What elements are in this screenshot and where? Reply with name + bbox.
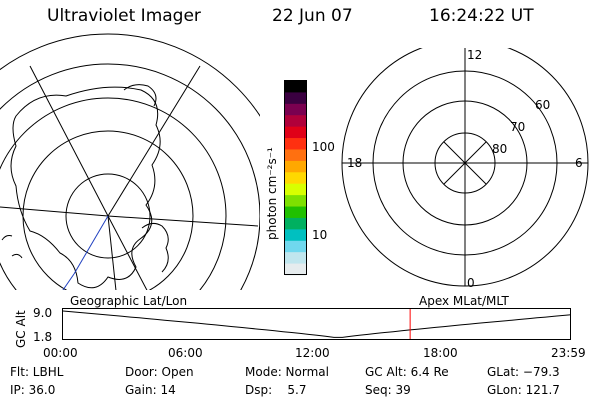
lat-circle [22, 130, 194, 290]
date-label: 22 Jun 07 [272, 6, 353, 26]
mlat-label-60: 60 [535, 98, 551, 112]
dsp-status: Dsp: 5.7 [245, 383, 307, 397]
colorbar-cell [285, 195, 306, 208]
mlat-label-70: 70 [510, 120, 526, 134]
time-label: 16:24:22 UT [429, 6, 534, 26]
altitude-curve [62, 310, 572, 338]
meridian-line [107, 65, 201, 217]
ip-status: IP: 36.0 [10, 383, 56, 397]
geo-map-caption: Geographic Lat/Lon [70, 294, 188, 308]
colorbar-cell [285, 103, 306, 116]
colorbar-cell [285, 115, 306, 128]
colorbar-cell [285, 206, 306, 219]
colorbar-cell [285, 138, 306, 150]
sequence-status: Seq: 39 [365, 383, 411, 397]
lat-circle-outer [0, 33, 260, 117]
colorbar-cell [285, 252, 306, 265]
colorbar-cell [285, 81, 306, 93]
glat-status: GLat: −79.3 [487, 365, 560, 379]
time-tick-1800: 18:00 [423, 346, 458, 360]
time-tick-1200: 12:00 [295, 346, 330, 360]
instrument-title: Ultraviolet Imager [47, 6, 201, 26]
colorbar-cell [285, 240, 306, 253]
filter-status: Flt: LBHL [10, 365, 64, 379]
mode-status: Mode: Normal [245, 365, 329, 379]
lat-circle [0, 97, 227, 290]
meridian-line [107, 215, 117, 290]
door-status: Door: Open [125, 365, 194, 379]
gain-status: Gain: 14 [125, 383, 176, 397]
time-tick-0600: 06:00 [168, 346, 203, 360]
mlt-label-6: 6 [575, 156, 583, 170]
polar-plot-caption: Apex MLat/MLT [419, 294, 509, 308]
mlt-label-0: 0 [467, 276, 475, 290]
intensity-colorbar [284, 80, 307, 276]
time-tick-2359: 23:59 [551, 346, 586, 360]
satellite-ground-track [62, 273, 75, 290]
coastline-outline [10, 86, 161, 289]
satellite-ground-track [73, 215, 109, 275]
meridian-line [29, 65, 109, 217]
altitude-tick-low: 1.8 [33, 330, 53, 344]
lat-circle [0, 63, 260, 290]
colorbar-tick-10: 10 [312, 228, 328, 242]
colorbar-cell [285, 217, 306, 230]
meridian-line [107, 215, 259, 227]
coastline-outline [1, 235, 23, 259]
colorbar-cell [285, 92, 306, 105]
colorbar-cell [285, 263, 306, 276]
polar-mlt-plot [341, 48, 589, 287]
coastline-outline [123, 84, 157, 107]
time-tick-0000: 00:00 [43, 346, 78, 360]
colorbar-tick-100: 100 [312, 140, 335, 154]
colorbar-cell [285, 126, 306, 139]
colorbar-cell [285, 172, 306, 185]
mlt-label-12: 12 [467, 48, 483, 62]
mlat-label-80: 80 [492, 142, 508, 156]
coastline-outline [141, 222, 169, 273]
colorbar-cell [285, 160, 306, 173]
colorbar-cell [285, 229, 306, 242]
mlt-label-18: 18 [347, 156, 363, 170]
colorbar-unit-label: photon cm⁻²s⁻¹ [265, 147, 279, 240]
lat-circle-inner [65, 173, 151, 259]
altitude-axis-label: GC Alt [14, 310, 28, 348]
altitude-plot [62, 308, 572, 340]
meridian-line [107, 215, 148, 290]
colorbar-cell [285, 149, 306, 162]
geographic-map [0, 33, 260, 290]
colorbar-cell [285, 183, 306, 196]
meridian-line [0, 206, 109, 217]
altitude-tick-high: 9.0 [33, 306, 53, 320]
glon-status: GLon: 121.7 [487, 383, 560, 397]
mlt-diagonal [443, 141, 487, 185]
gc-alt-status: GC Alt: 6.4 Re [365, 365, 449, 379]
